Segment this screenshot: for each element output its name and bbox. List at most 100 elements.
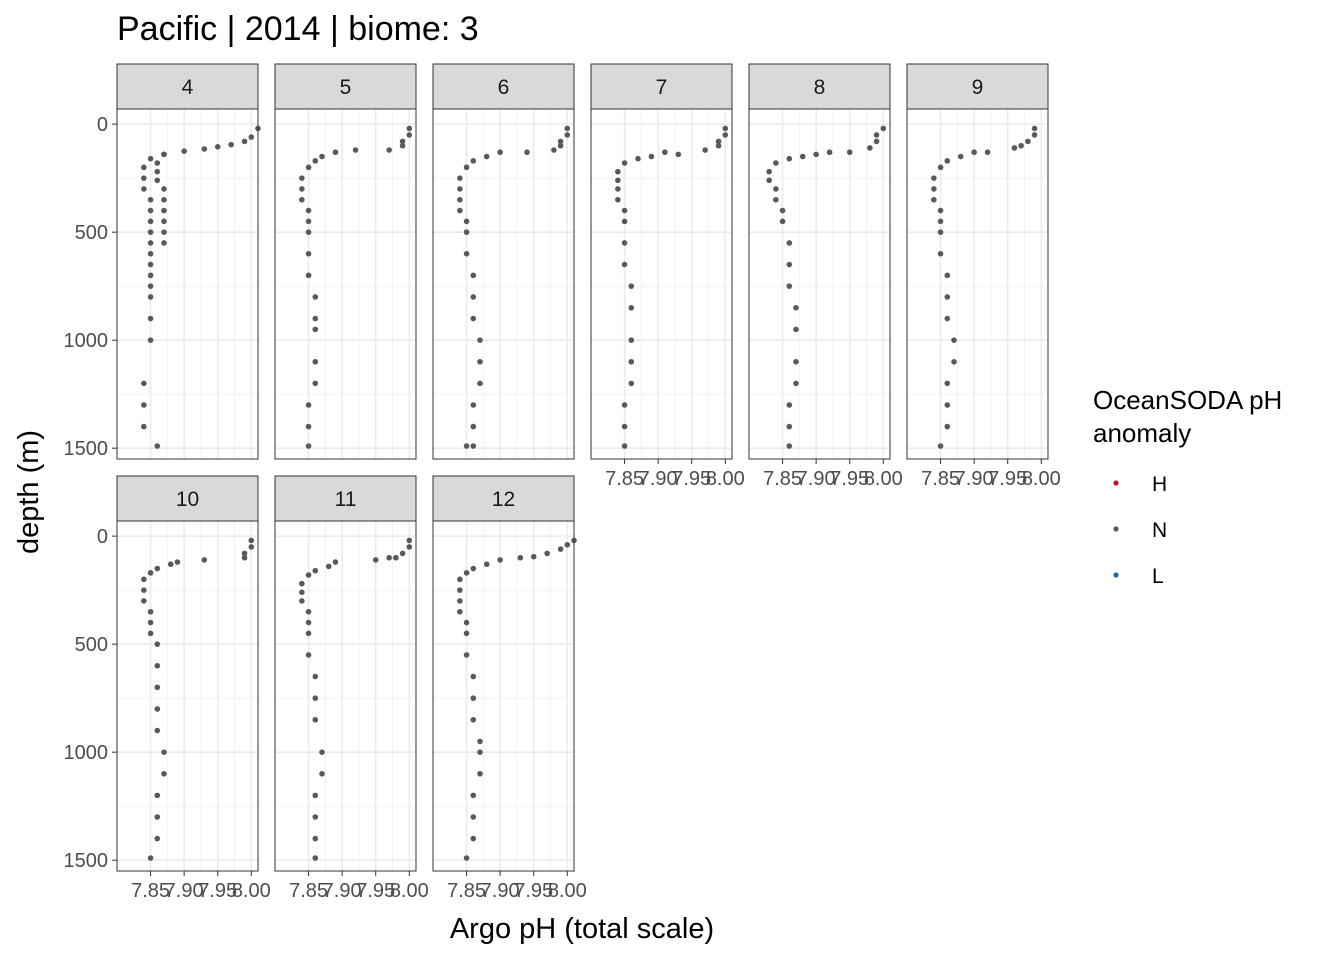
y-tick-label: 0: [97, 526, 108, 548]
data-point: [332, 149, 339, 156]
data-point: [154, 662, 161, 669]
data-point: [722, 132, 729, 138]
x-tick-label: 7.90: [639, 468, 678, 490]
data-point: [477, 380, 483, 387]
data-point: [201, 557, 208, 563]
data-point: [154, 727, 161, 734]
data-point: [477, 749, 483, 755]
strip-4: [116, 63, 259, 110]
strip-label-12: 12: [492, 488, 515, 511]
data-point: [615, 186, 621, 192]
data-point: [470, 814, 477, 820]
data-point: [793, 304, 799, 311]
data-point: [305, 423, 312, 430]
data-point: [470, 673, 477, 680]
data-point: [457, 587, 463, 593]
legend-title-line-2: anomaly: [1093, 418, 1191, 448]
data-point: [880, 125, 887, 132]
data-point: [161, 240, 167, 246]
data-point: [662, 149, 668, 156]
data-point: [312, 814, 319, 820]
legend-key-h: [1113, 480, 1119, 486]
data-point: [147, 619, 154, 626]
data-point: [161, 749, 167, 755]
data-point: [463, 164, 470, 171]
legend-label-h: H: [1152, 473, 1167, 496]
data-point: [248, 537, 255, 544]
data-point: [305, 229, 312, 235]
panel-border-4: [116, 108, 259, 460]
data-point: [312, 716, 319, 723]
data-point: [332, 559, 339, 565]
data-point: [470, 716, 477, 723]
data-point: [147, 337, 154, 343]
data-point: [564, 125, 571, 132]
data-point: [635, 155, 641, 162]
data-point: [393, 554, 399, 561]
legend-title-line-1: OceanSODA pH: [1093, 385, 1282, 415]
data-point: [786, 155, 793, 162]
data-point: [352, 147, 359, 153]
panel-background-8: [749, 109, 890, 459]
data-point: [372, 557, 379, 563]
data-point: [154, 792, 161, 799]
data-point: [161, 218, 167, 225]
data-point: [463, 855, 470, 861]
panel-background-12: [433, 521, 574, 871]
data-point: [248, 134, 255, 140]
data-point: [702, 147, 708, 153]
data-point: [470, 835, 477, 842]
data-point: [564, 541, 571, 548]
strip-8: [748, 63, 891, 110]
data-point: [154, 177, 161, 184]
data-point: [305, 218, 312, 225]
data-point: [399, 550, 406, 557]
data-point: [470, 315, 477, 322]
data-point: [773, 160, 779, 166]
data-point: [305, 630, 312, 637]
panel-background-10: [117, 521, 258, 871]
x-tick-label: 7.85: [921, 468, 960, 490]
data-point: [147, 196, 154, 203]
data-point: [299, 598, 305, 604]
chart-title: Pacific | 2014 | biome: 3: [117, 10, 479, 48]
data-point: [621, 218, 628, 225]
data-point: [161, 186, 167, 192]
data-point: [147, 207, 154, 214]
data-point: [154, 443, 161, 449]
y-tick-label: 500: [75, 634, 108, 656]
data-point: [463, 652, 470, 658]
data-point: [1018, 142, 1024, 149]
y-tick-label: 1500: [64, 850, 109, 872]
data-point: [470, 158, 477, 164]
data-point: [931, 175, 937, 181]
data-point: [530, 553, 537, 560]
y-tick-label: 0: [97, 114, 108, 136]
data-point: [628, 283, 635, 289]
strip-label-6: 6: [498, 76, 510, 99]
data-point: [621, 443, 628, 449]
data-point: [470, 402, 477, 408]
data-point: [1011, 145, 1018, 151]
facet-panel-10: 10 0 500 1000 1500 7.857.907.958.00: [64, 475, 271, 902]
data-point: [161, 770, 167, 777]
data-point: [305, 608, 312, 615]
data-point: [399, 142, 406, 149]
strip-5: [274, 63, 417, 110]
x-tick-label: 8.00: [864, 468, 903, 490]
x-tick-label: 7.85: [763, 468, 802, 490]
data-point: [621, 423, 628, 430]
panel-border-7: [590, 108, 733, 460]
data-point: [457, 598, 463, 604]
x-tick-label: 7.90: [165, 880, 204, 902]
data-point: [161, 207, 167, 214]
data-point: [147, 250, 154, 257]
data-point: [826, 149, 833, 156]
x-tick-label: 7.95: [356, 880, 395, 902]
data-point: [1031, 132, 1038, 138]
data-point: [621, 160, 628, 166]
data-point: [312, 326, 319, 333]
data-point: [305, 250, 312, 257]
data-point: [615, 168, 621, 175]
